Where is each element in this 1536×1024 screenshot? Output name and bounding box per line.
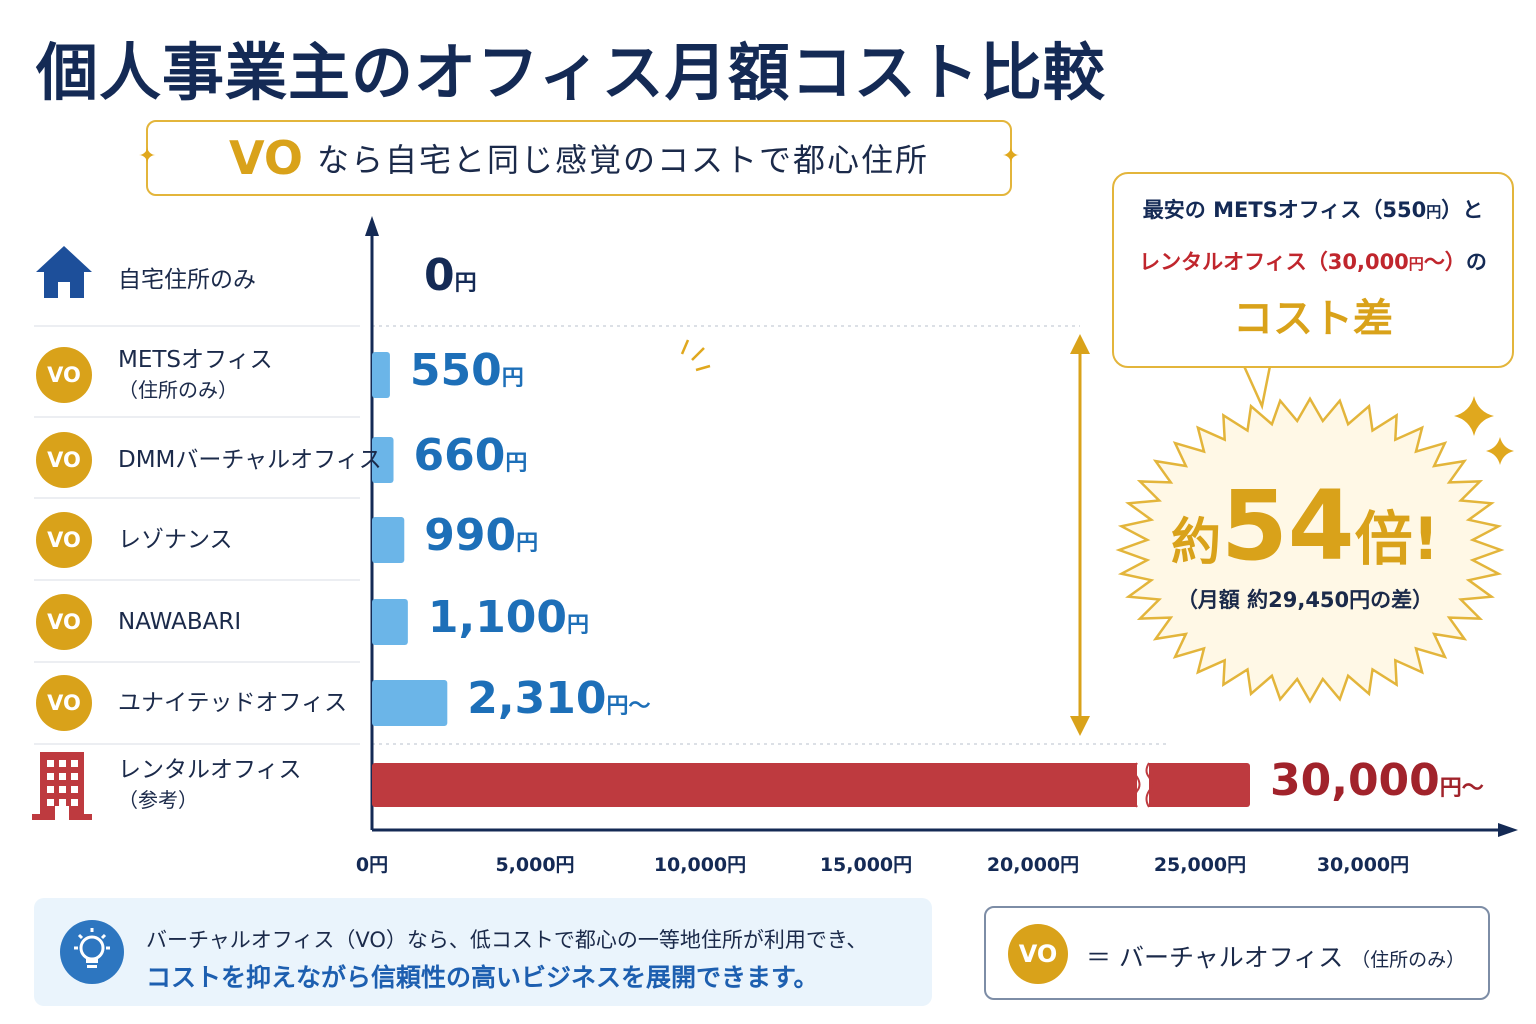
legend-vo-badge: VO — [1008, 924, 1068, 984]
page-title: 個人事業主のオフィス月額コスト比較 — [36, 36, 1106, 109]
difference-arrow-head — [1070, 716, 1090, 736]
bar — [372, 680, 448, 726]
building-window — [59, 786, 66, 793]
bar-value-label: 0円 — [424, 250, 477, 301]
building-window — [71, 786, 78, 793]
y-axis-arrow — [365, 216, 379, 236]
sparkle-icon: ✦ — [138, 144, 157, 169]
ratio-value: 約54倍! — [1170, 470, 1440, 582]
row-label-name: レゾナンス — [118, 527, 233, 553]
row-label: ユナイテッドオフィス — [118, 688, 347, 718]
row-label: レンタルオフィス （参考） — [118, 755, 302, 815]
ratio-subtext: （月額 約29,450円の差） — [1176, 588, 1434, 612]
row-label-name: DMMバーチャルオフィス — [118, 447, 382, 473]
x-tick-label: 5,000円 — [495, 854, 574, 876]
x-tick-label: 0円 — [356, 854, 388, 876]
x-tick-label: 15,000円 — [820, 854, 912, 876]
x-tick-label: 25,000円 — [1154, 854, 1246, 876]
ratio-burst-text: 約54倍! （月額 約29,450円の差） — [1120, 470, 1490, 614]
row-label-name: NAWABARI — [118, 609, 242, 635]
building-window — [47, 760, 54, 767]
building-window — [71, 773, 78, 780]
row-label-note: （住所のみ） — [118, 378, 238, 402]
starburst-shape — [1115, 396, 1505, 704]
building-window — [47, 773, 54, 780]
lightbulb-icon — [60, 920, 124, 984]
legend-text: ＝ バーチャルオフィス （住所のみ） — [1086, 943, 1466, 972]
vo-badge: VO — [36, 594, 92, 650]
bar — [372, 352, 390, 398]
bar — [372, 599, 408, 645]
bar-value-label: 30,000円〜 — [1270, 755, 1484, 806]
vo-badge: VO — [36, 347, 92, 403]
x-axis-arrow — [1498, 823, 1518, 837]
difference-arrow-head — [1070, 334, 1090, 354]
row-label: NAWABARI — [118, 607, 241, 637]
subtitle-box: ✦ VO なら自宅と同じ感覚のコストで都心住所 ✦ — [138, 120, 1020, 196]
row-label: 自宅住所のみ — [118, 265, 256, 295]
building-window — [59, 799, 66, 806]
bar-value-label: 550円 — [409, 345, 524, 396]
callout-line2: レンタルオフィス（30,000円〜）の — [1139, 250, 1487, 274]
building-window — [47, 786, 54, 793]
bar-rental — [372, 763, 1250, 807]
callout-line3: コスト差 — [1233, 296, 1393, 342]
axis-break-mark — [1145, 762, 1153, 808]
sparkle-icon — [1454, 396, 1494, 436]
row-label: DMMバーチャルオフィス — [118, 445, 382, 475]
sparkle-icon: ✦ — [1001, 144, 1020, 169]
axis-break-mark — [1133, 762, 1141, 808]
vo-badge: VO — [36, 512, 92, 568]
bar-value-label: 990円 — [424, 510, 539, 561]
info-note: バーチャルオフィス（VO）なら、低コストで都心の一等地住所が利用でき、 コストを… — [34, 898, 932, 1006]
highlight-strokes-icon — [680, 339, 711, 372]
vo-badge: VO — [36, 432, 92, 488]
x-tick-label: 20,000円 — [987, 854, 1079, 876]
subtitle-text: なら自宅と同じ感覚のコストで都心住所 — [316, 141, 929, 179]
building-window — [71, 799, 78, 806]
building-window — [47, 799, 54, 806]
subtitle-vo: VO — [229, 131, 303, 185]
building-window — [59, 760, 66, 767]
row-label-name: METSオフィス — [118, 347, 273, 373]
callout-tail — [1242, 364, 1272, 411]
row-label-name: 自宅住所のみ — [118, 267, 256, 293]
row-label: レゾナンス — [118, 525, 233, 555]
bar-value-label: 2,310円〜 — [467, 673, 651, 724]
home-icon — [36, 246, 92, 298]
x-tick-label: 30,000円 — [1317, 854, 1409, 876]
bar — [372, 517, 405, 563]
legend: VO ＝ バーチャルオフィス （住所のみ） — [984, 906, 1490, 1000]
callout-line1: 最安の METSオフィス（550円）と — [1142, 198, 1484, 222]
row-label-note: （参考） — [118, 788, 198, 812]
note-line2: コストを抑えながら信頼性の高いビジネスを展開できます。 — [146, 963, 819, 992]
row-label-name: ユナイテッドオフィス — [118, 690, 348, 716]
building-door — [55, 806, 69, 820]
note-line1: バーチャルオフィス（VO）なら、低コストで都心の一等地住所が利用でき、 — [146, 928, 868, 952]
bar-value-label: 660円 — [413, 430, 528, 481]
row-label: METSオフィス （住所のみ） — [118, 345, 273, 405]
bar-value-label: 1,100円 — [427, 592, 590, 643]
sparkle-icon — [1486, 437, 1514, 465]
bar — [372, 437, 394, 483]
building-window — [59, 773, 66, 780]
row-label-name: レンタルオフィス — [118, 757, 302, 783]
building-window — [71, 760, 78, 767]
vo-badge: VO — [36, 675, 92, 731]
x-tick-label: 10,000円 — [654, 854, 746, 876]
cost-difference-callout: 最安の METSオフィス（550円）と レンタルオフィス（30,000円〜）の … — [1112, 172, 1514, 368]
